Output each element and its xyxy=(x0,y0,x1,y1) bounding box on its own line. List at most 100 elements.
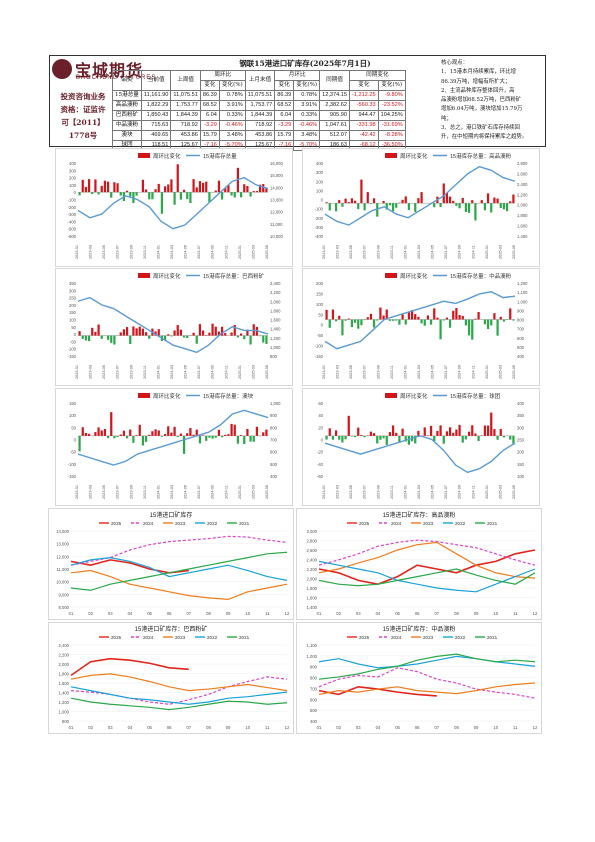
wow-bar xyxy=(122,430,126,436)
wow-bar xyxy=(496,435,499,440)
x-tick: 2024-11 xyxy=(224,245,228,259)
wow-bar xyxy=(471,319,474,340)
chart-svg: 周环比变化 15港库存总量：高品澳粉 400 300 200 100 0 -100 -200 -3… xyxy=(315,152,529,259)
wow-bar xyxy=(220,435,224,438)
y-tick-left: -600 xyxy=(68,234,77,239)
y-tick-right: 2,800 xyxy=(517,161,528,166)
y-tick: 1,400 xyxy=(307,605,318,610)
wow-bar xyxy=(125,435,129,439)
wow-bar xyxy=(205,181,208,193)
wow-bar xyxy=(179,329,183,336)
series-line-2021 xyxy=(318,568,536,587)
wow-bar xyxy=(404,435,407,442)
sub-header: 变化 xyxy=(349,80,379,91)
wow-bar xyxy=(220,192,224,200)
wow-bar xyxy=(423,319,426,326)
wow-bar xyxy=(344,319,347,321)
y-tick: 1,000 xyxy=(307,654,318,659)
wow-bar xyxy=(382,315,385,320)
y-tick-right: 900 xyxy=(270,413,278,418)
x-tick: 2024-07 xyxy=(197,245,201,259)
wow-bar xyxy=(78,192,81,196)
wow-bar xyxy=(395,319,398,321)
x-tick: 2023-09 xyxy=(376,485,380,499)
y-tick-left: 60 xyxy=(318,401,323,406)
y-tick-left: 200 xyxy=(316,179,324,184)
wow-bar xyxy=(106,335,110,340)
col-header: 品类 xyxy=(112,70,142,91)
wow-bar xyxy=(338,200,341,204)
x-tick: 2023-11 xyxy=(143,365,147,379)
x-tick: 2024-11 xyxy=(471,245,475,259)
y-tick-left: 0 xyxy=(321,198,324,203)
wow-bar xyxy=(344,435,347,440)
x-tick: 2023-01 xyxy=(322,245,326,259)
y-tick: 2,800 xyxy=(307,539,318,544)
series-line-2024 xyxy=(318,667,536,699)
wow-bar xyxy=(182,435,186,454)
y-tick-right: 1,600 xyxy=(517,224,528,229)
x-tick: 12 xyxy=(285,611,290,616)
wow-bar xyxy=(360,319,363,326)
wow-bar xyxy=(148,192,151,200)
wow-bar xyxy=(502,319,506,322)
wow-bar xyxy=(252,435,255,442)
legend-label: 2022 xyxy=(207,521,218,526)
wow-bar xyxy=(325,435,328,440)
wow-bar xyxy=(363,435,366,438)
table-cell: 944.47 xyxy=(349,110,379,121)
wow-bar xyxy=(334,430,338,436)
x-tick: 2023-03 xyxy=(89,365,93,379)
wow-bar xyxy=(205,435,208,441)
y-tick-right: 600 xyxy=(517,336,525,341)
legend-line-label: 15港库存总量：球团 xyxy=(450,392,501,400)
table-cell: -0.46% xyxy=(293,120,321,131)
x-tick: 11 xyxy=(513,611,518,616)
wow-bar xyxy=(141,435,145,446)
table-body: 15港总量 11,161.90 11,075.51 86.39 0.78% 11,075.… xyxy=(112,90,406,151)
wow-bar xyxy=(132,326,135,336)
wow-bar xyxy=(347,202,350,204)
y-tick-left: 200 xyxy=(69,303,77,308)
legend-bar-label: 周环比变化 xyxy=(153,152,181,160)
series-line-2021 xyxy=(70,697,288,711)
y-tick-right: 1,200 xyxy=(517,281,528,286)
wow-bar xyxy=(401,199,404,204)
wow-bar xyxy=(265,335,268,344)
y-tick-right: 15,000 xyxy=(270,173,283,178)
wow-bar xyxy=(255,191,259,193)
wow-bar xyxy=(467,203,471,213)
wow-bar xyxy=(452,310,455,320)
wow-bar xyxy=(189,192,192,204)
wow-bar xyxy=(87,179,91,193)
chart-svg: 周环比变化 15港库存总量 400 300 200 100 0 -100 -200 -300 -40… xyxy=(68,152,284,259)
legend-label: 2025 xyxy=(359,635,370,640)
wow-bar xyxy=(347,318,350,320)
series-line-2024 xyxy=(70,676,288,705)
y-tick: 1,200 xyxy=(59,700,70,705)
y-tick-left: -50 xyxy=(317,333,324,338)
legend-label: 2023 xyxy=(175,521,186,526)
table-cell: 86.39 xyxy=(274,90,295,101)
wow-bar xyxy=(157,183,160,193)
x-tick: 2025-01 xyxy=(238,485,242,499)
x-tick: 2024-01 xyxy=(403,245,407,259)
x-tick: 04 xyxy=(376,611,381,616)
y-tick: 2,200 xyxy=(59,653,70,658)
y-tick-right: 600 xyxy=(270,450,278,455)
sub-header: 变化 xyxy=(199,80,220,91)
legend-bar-label: 周环比变化 xyxy=(153,272,181,280)
x-tick: 11 xyxy=(265,611,270,616)
wow-bar xyxy=(350,198,354,204)
wow-bar xyxy=(490,412,493,436)
series-line-2023 xyxy=(70,673,288,692)
seasonal-mid-au-fines: 15港进口矿库存：中品澳粉 2025 2024 2023 2022 2021 1,100 1,… xyxy=(296,622,542,734)
y-tick-left: -40 xyxy=(317,462,324,467)
inventory-table: 品类 当前值 上周值 周环比 上月末值 月环比 同期值 同期变化 变化 变化(%… xyxy=(112,70,406,151)
y-tick-right: 1,100 xyxy=(517,290,528,295)
y-tick: 700 xyxy=(310,686,318,691)
y-tick-left: -100 xyxy=(68,347,77,352)
table-row: 15港总量 11,161.90 11,075.51 86.39 0.78% 11,075.… xyxy=(112,90,406,101)
y-tick-left: 150 xyxy=(316,291,324,296)
col-header: 当前值 xyxy=(140,70,172,91)
